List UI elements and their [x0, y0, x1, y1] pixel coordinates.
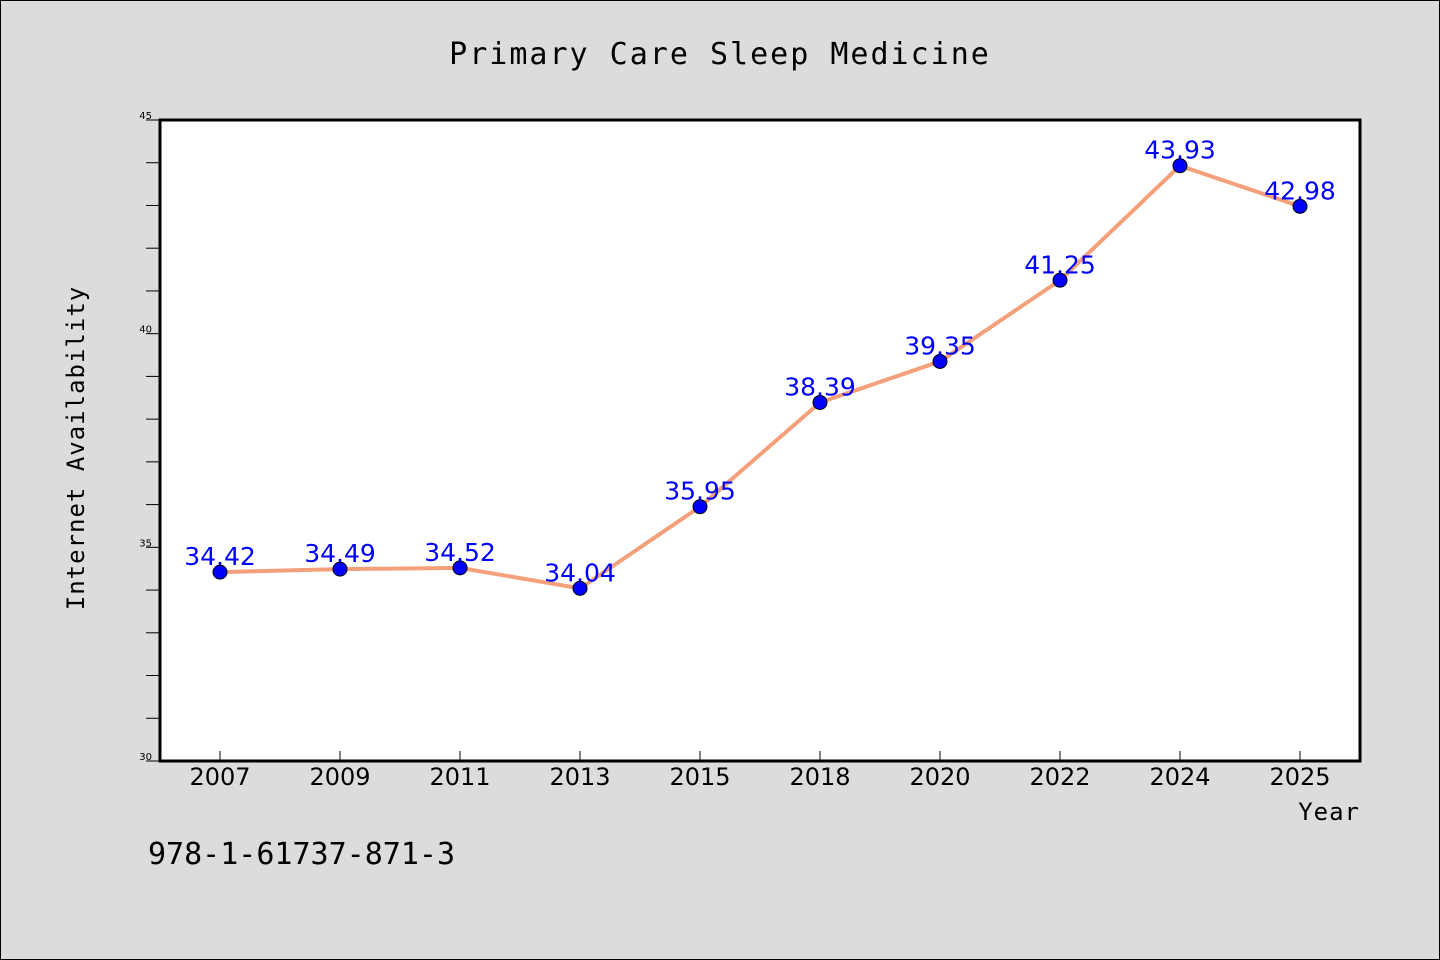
isbn-text: 978-1-61737-871-3: [148, 837, 455, 872]
x-tick-label: 2024: [1149, 763, 1210, 791]
x-tick-label: 2011: [429, 763, 490, 791]
x-tick-label: 2025: [1269, 763, 1330, 791]
data-point: [212, 564, 228, 580]
x-axis-title: Year: [1298, 798, 1360, 826]
data-point: [1052, 272, 1068, 288]
y-tick-label: 30: [139, 752, 152, 763]
y-tick-label: 45: [139, 111, 152, 122]
data-label: 35.95: [664, 477, 736, 506]
y-axis-ticks: 30 35 40 45: [139, 111, 160, 763]
data-label: 34.52: [424, 538, 496, 567]
data-point: [332, 561, 348, 577]
data-label: 38.39: [784, 372, 856, 401]
data-label: 41.25: [1024, 250, 1096, 279]
data-point: [1292, 198, 1308, 214]
series-group: [212, 158, 1308, 596]
data-labels: 34.42 34.49 34.52 34.04 35.95 38.39 39.35 41.25…: [184, 136, 1336, 588]
data-label: 43.93: [1144, 136, 1216, 165]
y-axis-title: Internet Availability: [62, 286, 90, 610]
y-tick-label: 40: [139, 325, 152, 336]
data-point: [1172, 158, 1188, 174]
data-label: 42.98: [1264, 176, 1336, 205]
x-tick-label: 2007: [189, 763, 250, 791]
x-axis-ticks: 2007 2009 2011 2013 2015 2018 2020 2022 2024 2025: [189, 751, 1331, 791]
data-label: 34.49: [304, 539, 376, 568]
x-tick-label: 2015: [669, 763, 730, 791]
plot-area: [158, 118, 1362, 763]
data-label: 39.35: [904, 331, 976, 360]
series-line: [219, 163, 1301, 591]
y-tick-label: 35: [139, 538, 152, 549]
data-point: [452, 560, 468, 576]
x-tick-label: 2018: [789, 763, 850, 791]
data-label: 34.42: [184, 542, 256, 571]
x-tick-label: 2022: [1029, 763, 1090, 791]
data-point: [692, 499, 708, 515]
x-tick-label: 2009: [309, 763, 370, 791]
data-point: [572, 580, 588, 596]
chart-title: Primary Care Sleep Medicine: [449, 37, 991, 72]
data-point: [932, 353, 948, 369]
x-tick-label: 2020: [909, 763, 970, 791]
data-label: 34.04: [544, 558, 616, 587]
data-point: [812, 394, 828, 410]
x-tick-label: 2013: [549, 763, 610, 791]
